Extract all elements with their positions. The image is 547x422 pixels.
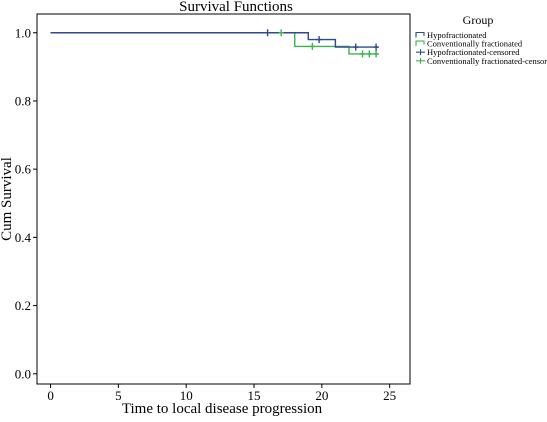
legend-item: Hypofractionated bbox=[415, 30, 487, 40]
chart-title: Survival Functions bbox=[179, 0, 293, 15]
y-tick-label: 0.4 bbox=[15, 230, 32, 245]
y-tick-label: 0.8 bbox=[15, 93, 31, 108]
y-axis-title: Cum Survival bbox=[0, 157, 15, 241]
censored-marker-hypofractionated bbox=[373, 43, 379, 51]
censored-marker-hypofractionated bbox=[316, 36, 322, 44]
plot-frame bbox=[36, 13, 411, 385]
legend-swatch-step bbox=[415, 40, 425, 47]
censored-marker-hypofractionated bbox=[353, 43, 359, 51]
x-axis-title: Time to local disease progression bbox=[122, 401, 323, 417]
legend-label: Conventionally fractionated-censored bbox=[427, 56, 547, 66]
x-tick-label: 25 bbox=[383, 388, 396, 403]
x-tick-label: 10 bbox=[180, 388, 193, 403]
legend-item: Conventionally fractionated-censored bbox=[416, 56, 547, 66]
y-tick-label: 0.0 bbox=[15, 366, 31, 381]
x-tick-label: 0 bbox=[47, 388, 54, 403]
x-tick-label: 15 bbox=[248, 388, 261, 403]
censored-marker-conventionally-fractionated bbox=[360, 50, 366, 58]
series-layer bbox=[50, 29, 379, 58]
censored-marker-hypofractionated bbox=[265, 29, 271, 37]
y-tick-label: 1.0 bbox=[15, 25, 31, 40]
legend-title: Group bbox=[463, 13, 494, 27]
censored-marker-conventionally-fractionated bbox=[309, 42, 315, 50]
legend-item: Hypofractionated-censored bbox=[416, 47, 520, 57]
x-tick-label: 5 bbox=[115, 388, 122, 403]
censored-marker-conventionally-fractionated bbox=[373, 50, 379, 58]
legend-item: Conventionally fractionated bbox=[415, 39, 523, 49]
legend-label: Hypofractionated bbox=[427, 30, 487, 40]
censored-marker-conventionally-fractionated bbox=[278, 29, 284, 37]
axes: 0 5 10 15 20 25 0.0 0.2 0.4 0.6 0.8 1.0 bbox=[15, 25, 396, 403]
legend-label: Conventionally fractionated bbox=[427, 39, 523, 49]
y-tick-label: 0.6 bbox=[15, 162, 32, 177]
y-tick-label: 0.2 bbox=[15, 298, 31, 313]
legend-swatch-step bbox=[415, 31, 425, 38]
x-tick-label: 20 bbox=[315, 388, 328, 403]
legend-label: Hypofractionated-censored bbox=[427, 47, 520, 57]
censored-marker-conventionally-fractionated bbox=[366, 50, 372, 58]
